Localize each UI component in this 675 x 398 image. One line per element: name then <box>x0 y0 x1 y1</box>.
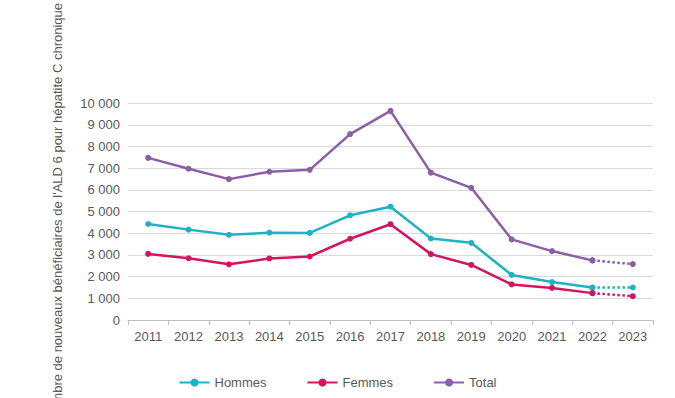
svg-text:2012: 2012 <box>174 329 203 344</box>
svg-text:2021: 2021 <box>538 329 567 344</box>
svg-text:8 000: 8 000 <box>87 139 120 154</box>
svg-text:1 000: 1 000 <box>87 291 120 306</box>
svg-text:5 000: 5 000 <box>87 204 120 219</box>
svg-text:2016: 2016 <box>336 329 365 344</box>
svg-text:2019: 2019 <box>457 329 486 344</box>
svg-text:Total: Total <box>469 375 497 390</box>
svg-text:10 000: 10 000 <box>80 96 120 111</box>
svg-text:2014: 2014 <box>255 329 284 344</box>
svg-text:2017: 2017 <box>376 329 405 344</box>
svg-text:2020: 2020 <box>497 329 526 344</box>
svg-text:9 000: 9 000 <box>87 117 120 132</box>
svg-text:2011: 2011 <box>134 329 162 344</box>
svg-text:2013: 2013 <box>215 329 244 344</box>
svg-text:2022: 2022 <box>578 329 607 344</box>
svg-text:2015: 2015 <box>295 329 324 344</box>
svg-text:4 000: 4 000 <box>87 226 120 241</box>
svg-text:Femmes: Femmes <box>342 375 393 390</box>
svg-text:2018: 2018 <box>416 329 445 344</box>
svg-text:Nombre de nouveaux bénéficiair: Nombre de nouveaux bénéficiaires de l'AL… <box>50 3 65 398</box>
svg-text:7 000: 7 000 <box>87 161 120 176</box>
svg-text:Hommes: Hommes <box>214 375 267 390</box>
svg-text:6 000: 6 000 <box>87 182 120 197</box>
svg-text:3 000: 3 000 <box>87 247 120 262</box>
svg-text:2023: 2023 <box>618 329 647 344</box>
svg-text:2 000: 2 000 <box>87 269 120 284</box>
svg-text:0: 0 <box>113 313 120 328</box>
